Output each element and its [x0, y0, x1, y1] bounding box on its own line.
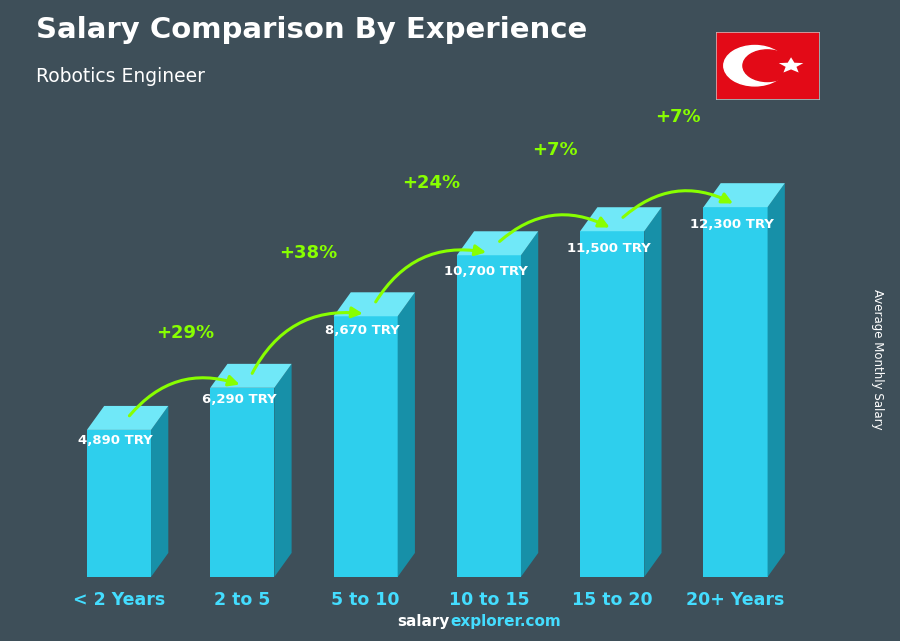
FancyArrowPatch shape [623, 191, 730, 217]
Polygon shape [334, 316, 398, 577]
FancyArrowPatch shape [252, 308, 359, 373]
Circle shape [724, 46, 786, 86]
Text: salary: salary [398, 615, 450, 629]
Text: 10,700 TRY: 10,700 TRY [444, 265, 527, 278]
Polygon shape [87, 430, 151, 577]
FancyArrowPatch shape [130, 376, 237, 416]
Text: 8,670 TRY: 8,670 TRY [325, 324, 400, 337]
Polygon shape [457, 231, 538, 255]
Text: +24%: +24% [402, 174, 461, 192]
Text: 12,300 TRY: 12,300 TRY [690, 218, 774, 231]
Polygon shape [334, 292, 415, 316]
Polygon shape [151, 406, 168, 577]
Text: explorer.com: explorer.com [450, 615, 561, 629]
Text: +7%: +7% [532, 141, 578, 159]
Text: 4,890 TRY: 4,890 TRY [78, 435, 153, 447]
Text: 6,290 TRY: 6,290 TRY [202, 394, 276, 406]
Circle shape [742, 50, 792, 81]
Polygon shape [644, 207, 662, 577]
FancyArrowPatch shape [375, 246, 482, 302]
Text: 11,500 TRY: 11,500 TRY [567, 242, 651, 254]
Polygon shape [768, 183, 785, 577]
Polygon shape [778, 57, 804, 72]
Text: +38%: +38% [279, 244, 338, 262]
Polygon shape [521, 231, 538, 577]
Polygon shape [457, 255, 521, 577]
Polygon shape [704, 207, 768, 577]
Text: Robotics Engineer: Robotics Engineer [36, 67, 205, 87]
Polygon shape [87, 406, 168, 430]
Polygon shape [580, 207, 662, 231]
Polygon shape [211, 388, 274, 577]
Text: Average Monthly Salary: Average Monthly Salary [871, 288, 884, 429]
Polygon shape [274, 364, 292, 577]
Polygon shape [398, 292, 415, 577]
Polygon shape [580, 231, 644, 577]
Text: +29%: +29% [156, 324, 214, 342]
FancyArrowPatch shape [500, 215, 607, 242]
Text: Salary Comparison By Experience: Salary Comparison By Experience [36, 16, 587, 44]
Polygon shape [211, 364, 292, 388]
Text: +7%: +7% [655, 108, 701, 126]
Polygon shape [704, 183, 785, 207]
